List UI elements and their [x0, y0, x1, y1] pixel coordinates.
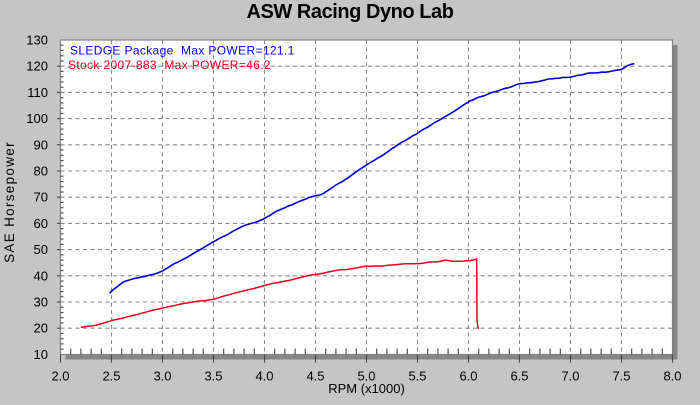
svg-text:80: 80 — [34, 164, 48, 179]
svg-text:3.0: 3.0 — [153, 369, 171, 384]
svg-text:110: 110 — [27, 85, 48, 100]
svg-text:5.0: 5.0 — [357, 369, 375, 384]
svg-text:130: 130 — [26, 33, 48, 48]
svg-text:30: 30 — [34, 295, 48, 310]
svg-text:6.5: 6.5 — [510, 369, 528, 384]
svg-text:2.0: 2.0 — [51, 369, 69, 384]
svg-text:120: 120 — [26, 59, 48, 74]
svg-text:4.5: 4.5 — [306, 369, 324, 384]
svg-text:ASW Racing Dyno Lab: ASW Racing Dyno Lab — [246, 1, 453, 23]
svg-text:100: 100 — [26, 111, 48, 126]
svg-text:90: 90 — [34, 137, 48, 152]
svg-text:SLEDGE Package Max POWER=121.: SLEDGE Package Max POWER=121.1 — [70, 44, 295, 58]
svg-text:8.0: 8.0 — [663, 369, 681, 384]
svg-text:RPM (x1000): RPM (x1000) — [328, 381, 405, 396]
svg-text:SAE Horsepower: SAE Horsepower — [2, 141, 17, 263]
svg-text:Stock 2007-883 Max POWER=46.2: Stock 2007-883 Max POWER=46.2 — [68, 58, 271, 72]
svg-text:2.5: 2.5 — [102, 369, 120, 384]
svg-text:40: 40 — [34, 268, 48, 283]
svg-text:10: 10 — [34, 347, 48, 362]
svg-text:5.5: 5.5 — [408, 369, 426, 384]
svg-text:20: 20 — [34, 321, 48, 336]
svg-text:7.0: 7.0 — [561, 369, 579, 384]
svg-text:60: 60 — [34, 216, 48, 231]
svg-text:50: 50 — [34, 242, 48, 257]
svg-text:70: 70 — [34, 190, 48, 205]
svg-text:4.0: 4.0 — [255, 369, 273, 384]
svg-text:3.5: 3.5 — [204, 369, 222, 384]
svg-text:6.0: 6.0 — [459, 369, 477, 384]
svg-text:7.5: 7.5 — [612, 369, 630, 384]
